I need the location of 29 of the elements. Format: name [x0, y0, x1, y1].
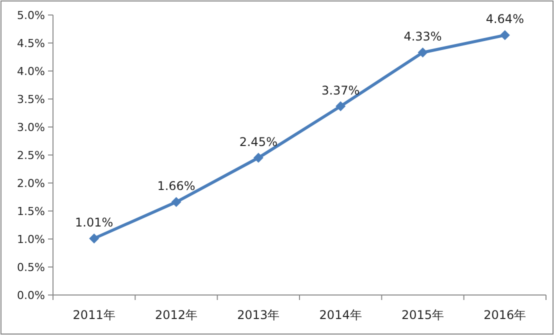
- y-tick-label: 3.0%: [17, 121, 45, 134]
- point: [418, 48, 428, 58]
- y-tick-label: 2.0%: [17, 177, 45, 190]
- point: [500, 30, 510, 40]
- data-label: 4.64%: [486, 12, 524, 26]
- x-tick-label: 2016年: [484, 308, 526, 322]
- point: [253, 152, 264, 163]
- y-tick-label: 4.5%: [17, 37, 45, 50]
- point: [336, 101, 346, 112]
- y-tick-label: 5.0%: [17, 9, 45, 22]
- data-label: 1.01%: [75, 215, 114, 230]
- point: [171, 197, 182, 208]
- y-tick-label: 4.0%: [17, 65, 45, 78]
- point: [89, 233, 100, 244]
- y-tick-label: 1.0%: [17, 233, 45, 246]
- data-label: 1.66%: [157, 179, 196, 194]
- y-tick-label: 0.0%: [17, 289, 45, 302]
- x-tick-label: 2015年: [401, 308, 444, 322]
- x-tick-label: 2011年: [72, 308, 116, 322]
- data-label: 3.37%: [322, 83, 360, 98]
- data-label: 4.33%: [404, 30, 442, 44]
- y-tick-label: 1.5%: [17, 205, 45, 218]
- data-label: 2.45%: [239, 134, 278, 149]
- x-tick-label: 2012年: [154, 308, 198, 322]
- y-tick-label: 0.5%: [17, 261, 45, 274]
- y-tick-label: 3.5%: [17, 93, 45, 106]
- x-tick-label: 2013年: [237, 308, 280, 322]
- y-tick-label: 2.5%: [17, 149, 45, 162]
- x-tick-label: 2014年: [319, 308, 362, 322]
